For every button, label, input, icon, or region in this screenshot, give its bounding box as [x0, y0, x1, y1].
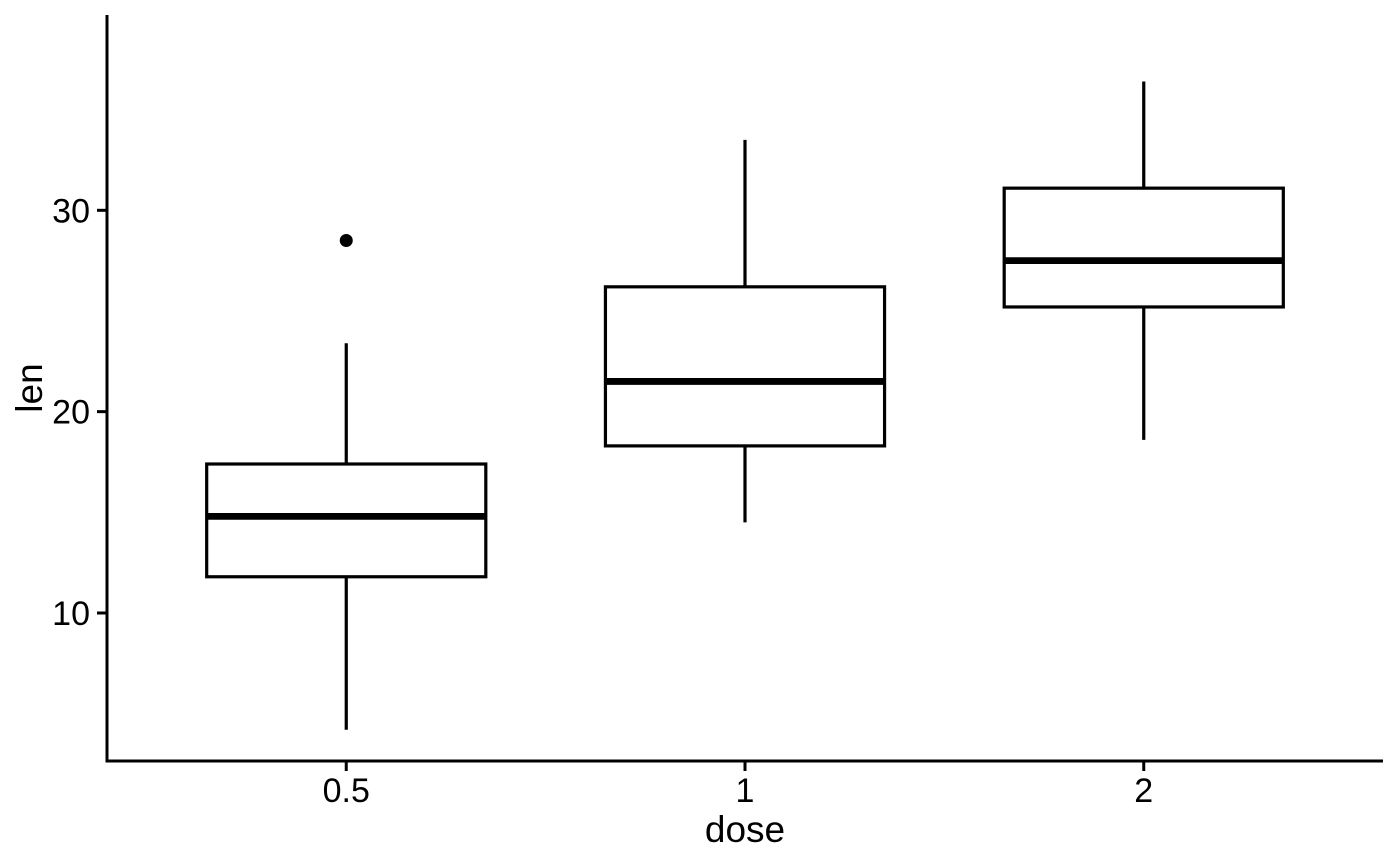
y-tick-label: 20	[52, 394, 90, 432]
box	[603, 285, 887, 448]
y-tick-label: 30	[52, 192, 90, 230]
y-axis-title: len	[9, 363, 50, 412]
box	[205, 462, 488, 579]
x-tick-label: 0.5	[323, 772, 370, 810]
x-tick-label: 1	[736, 772, 755, 810]
y-tick-label: 10	[52, 595, 90, 633]
box	[1002, 186, 1285, 309]
plot-panel: 10 20 30 0.5 1 2	[52, 15, 1383, 810]
x-tick-label: 2	[1134, 772, 1153, 810]
x-axis-title: dose	[705, 809, 785, 850]
outlier-point	[339, 234, 353, 248]
